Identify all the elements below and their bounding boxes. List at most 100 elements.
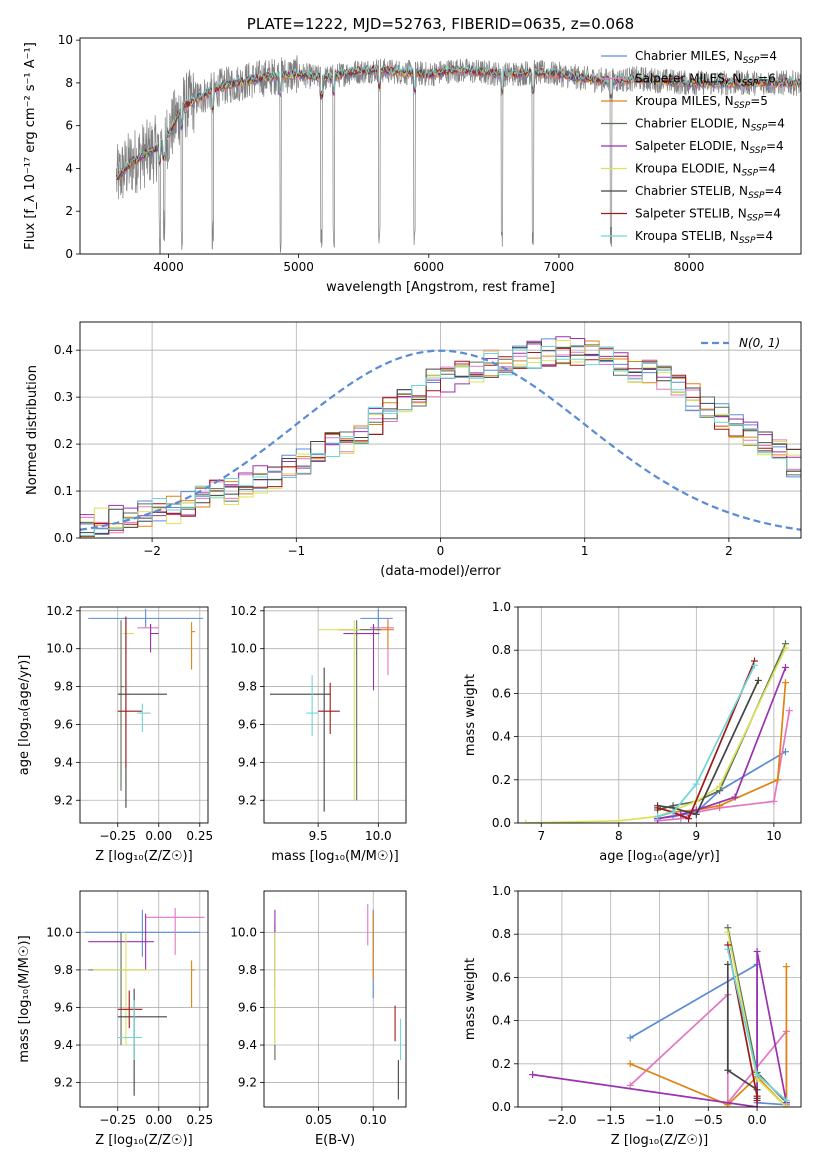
- y-tick-label: 0: [65, 247, 73, 261]
- normal-curve: [80, 349, 801, 531]
- panel-massweight_vs_Z: −2.0 −1.5 −1.0 −0.5 0.0 0.0 0.2 0.4 0.6 0.8 1.0 Z […: [463, 884, 802, 1148]
- y-tick-label: 0.1: [54, 484, 73, 498]
- x-tick-label: −1.5: [596, 1113, 625, 1127]
- legend: Chabrier MILES, NSSP=4 Salpeter MILES, NS…: [601, 49, 785, 246]
- x-axis-label: Z [log₁₀(Z/Z☉)]: [95, 1133, 192, 1148]
- x-tick-label: 0.00: [145, 1113, 172, 1127]
- legend-label: Salpeter MILES, NSSP=6: [635, 72, 776, 89]
- axes-frame: [79, 606, 209, 824]
- y-tick-label: 9.2: [54, 793, 73, 807]
- series-line: [657, 680, 760, 816]
- plot-area: [529, 924, 790, 1107]
- y-tick-label: 1.0: [492, 600, 511, 614]
- x-axis-label: mass [log₁₀(M/M☉)]: [271, 849, 398, 864]
- model-spectrum-line: [115, 64, 801, 179]
- y-tick-label: 0.8: [492, 643, 511, 657]
- y-tick-label: 10: [58, 33, 73, 47]
- x-tick-label: 0.25: [186, 1113, 213, 1127]
- series-line: [657, 710, 791, 822]
- plot-area: [522, 640, 793, 823]
- y-tick-label: 9.6: [54, 717, 73, 731]
- series-line: [657, 660, 756, 820]
- plot-area: [88, 608, 204, 808]
- y-tick-label: 10.0: [230, 642, 257, 656]
- x-tick-label: 0.05: [305, 1113, 332, 1127]
- legend-label: Chabrier MILES, NSSP=4: [635, 49, 777, 66]
- x-tick-label: −0.5: [694, 1113, 723, 1127]
- axes-frame: [263, 890, 407, 1108]
- x-axis-label: age [log₁₀(age/yr)]: [599, 849, 720, 864]
- y-tick-label: 0.2: [54, 437, 73, 451]
- legend-label: Salpeter ELODIE, NSSP=4: [635, 139, 784, 156]
- x-tick-label: 0: [437, 544, 445, 558]
- y-tick-label: 9.8: [238, 680, 257, 694]
- axes-frame: [79, 37, 802, 255]
- y-tick-label: 9.2: [238, 793, 257, 807]
- histogram-step: [80, 345, 801, 536]
- y-axis-label: mass weight: [463, 674, 478, 756]
- y-tick-label: 8: [65, 76, 73, 90]
- y-tick-label: 9.4: [238, 1038, 257, 1052]
- axes-frame: [263, 606, 407, 824]
- legend-label: Chabrier STELIB, NSSP=4: [635, 184, 782, 201]
- legend-label: Kroupa STELIB, NSSP=4: [635, 229, 773, 246]
- x-tick-label: 9.5: [309, 829, 328, 843]
- legend-label: Salpeter STELIB, NSSP=4: [635, 207, 781, 224]
- observed-spectrum: [116, 55, 801, 254]
- x-axis-label: wavelength [Angstrom, rest frame]: [326, 280, 555, 295]
- axes-frame: [517, 606, 802, 824]
- y-tick-label: 9.6: [54, 1000, 73, 1014]
- y-tick-label: 0.0: [492, 816, 511, 830]
- y-tick-label: 0.6: [492, 686, 511, 700]
- y-tick-label: 0.4: [54, 343, 73, 357]
- y-tick-label: 10.0: [46, 642, 73, 656]
- y-tick-label: 9.4: [54, 1038, 73, 1052]
- y-tick-label: 0.4: [492, 1014, 511, 1028]
- y-tick-label: 9.2: [54, 1076, 73, 1090]
- x-tick-label: 6000: [414, 260, 445, 274]
- y-tick-label: 9.8: [54, 963, 73, 977]
- x-tick-label: 1: [581, 544, 589, 558]
- y-tick-label: 9.4: [238, 755, 257, 769]
- x-axis-label: Z [log₁₀(Z/Z☉)]: [611, 1133, 708, 1148]
- panel-age_vs_Z: −0.25 0.00 0.25 9.2 9.4 9.6 9.8 10.0 10.2 Z [log₁…: [17, 604, 213, 864]
- panel-mass_vs_Z: −0.25 0.00 0.25 9.2 9.4 9.6 9.8 10.0 Z [log₁₀(Z/…: [17, 890, 213, 1148]
- y-tick-label: 0.0: [54, 531, 73, 545]
- panel-residuals: −2 −1 0 1 2 0.0 0.1 0.2 0.3 0.4 (data-model)/error…: [25, 321, 802, 579]
- x-axis-label: Z [log₁₀(Z/Z☉)]: [95, 849, 192, 864]
- y-tick-label: 1.0: [492, 884, 511, 898]
- legend-label: N(0, 1): [739, 336, 780, 350]
- y-tick-label: 10.2: [46, 604, 73, 618]
- y-tick-label: 9.4: [54, 755, 73, 769]
- legend-label: Kroupa ELODIE, NSSP=4: [635, 162, 776, 179]
- y-tick-label: 0.0: [492, 1100, 511, 1114]
- y-tick-label: 10.2: [230, 604, 257, 618]
- panel-mass_vs_EBV: 0.05 0.10 9.2 9.4 9.6 9.8 10.0 E(B-V): [230, 890, 407, 1148]
- x-tick-label: 7000: [544, 260, 575, 274]
- y-tick-label: 0.4: [492, 730, 511, 744]
- series-line: [532, 951, 788, 1107]
- x-tick-label: 10.0: [365, 829, 392, 843]
- plot-area: [270, 608, 394, 812]
- y-axis-label: age [log₁₀(age/yr)]: [17, 655, 32, 776]
- x-tick-label: 10: [766, 829, 781, 843]
- y-tick-label: 0.2: [492, 1057, 511, 1071]
- legend: N(0, 1): [701, 336, 780, 350]
- y-tick-label: 0.6: [492, 970, 511, 984]
- plot-area: [115, 55, 801, 254]
- y-tick-label: 0.2: [492, 773, 511, 787]
- x-tick-label: 2: [725, 544, 733, 558]
- y-tick-label: 0.8: [492, 927, 511, 941]
- x-tick-label: 0.10: [360, 1113, 387, 1127]
- x-tick-label: −1: [287, 544, 305, 558]
- x-tick-label: 8: [615, 829, 623, 843]
- x-tick-label: −2: [143, 544, 161, 558]
- y-tick-label: 6: [65, 119, 73, 133]
- x-tick-label: 4000: [153, 260, 184, 274]
- plot-area: [80, 336, 801, 538]
- panel-age_vs_mass: 9.5 10.0 9.2 9.4 9.6 9.8 10.0 10.2 mass [log₁₀(M…: [230, 604, 407, 864]
- histogram-step: [80, 348, 801, 537]
- panel-spectrum: 4000 5000 6000 7000 8000 0 2 4 6 8 10 wavelength [A…: [23, 15, 802, 295]
- plot-area: [274, 904, 402, 1100]
